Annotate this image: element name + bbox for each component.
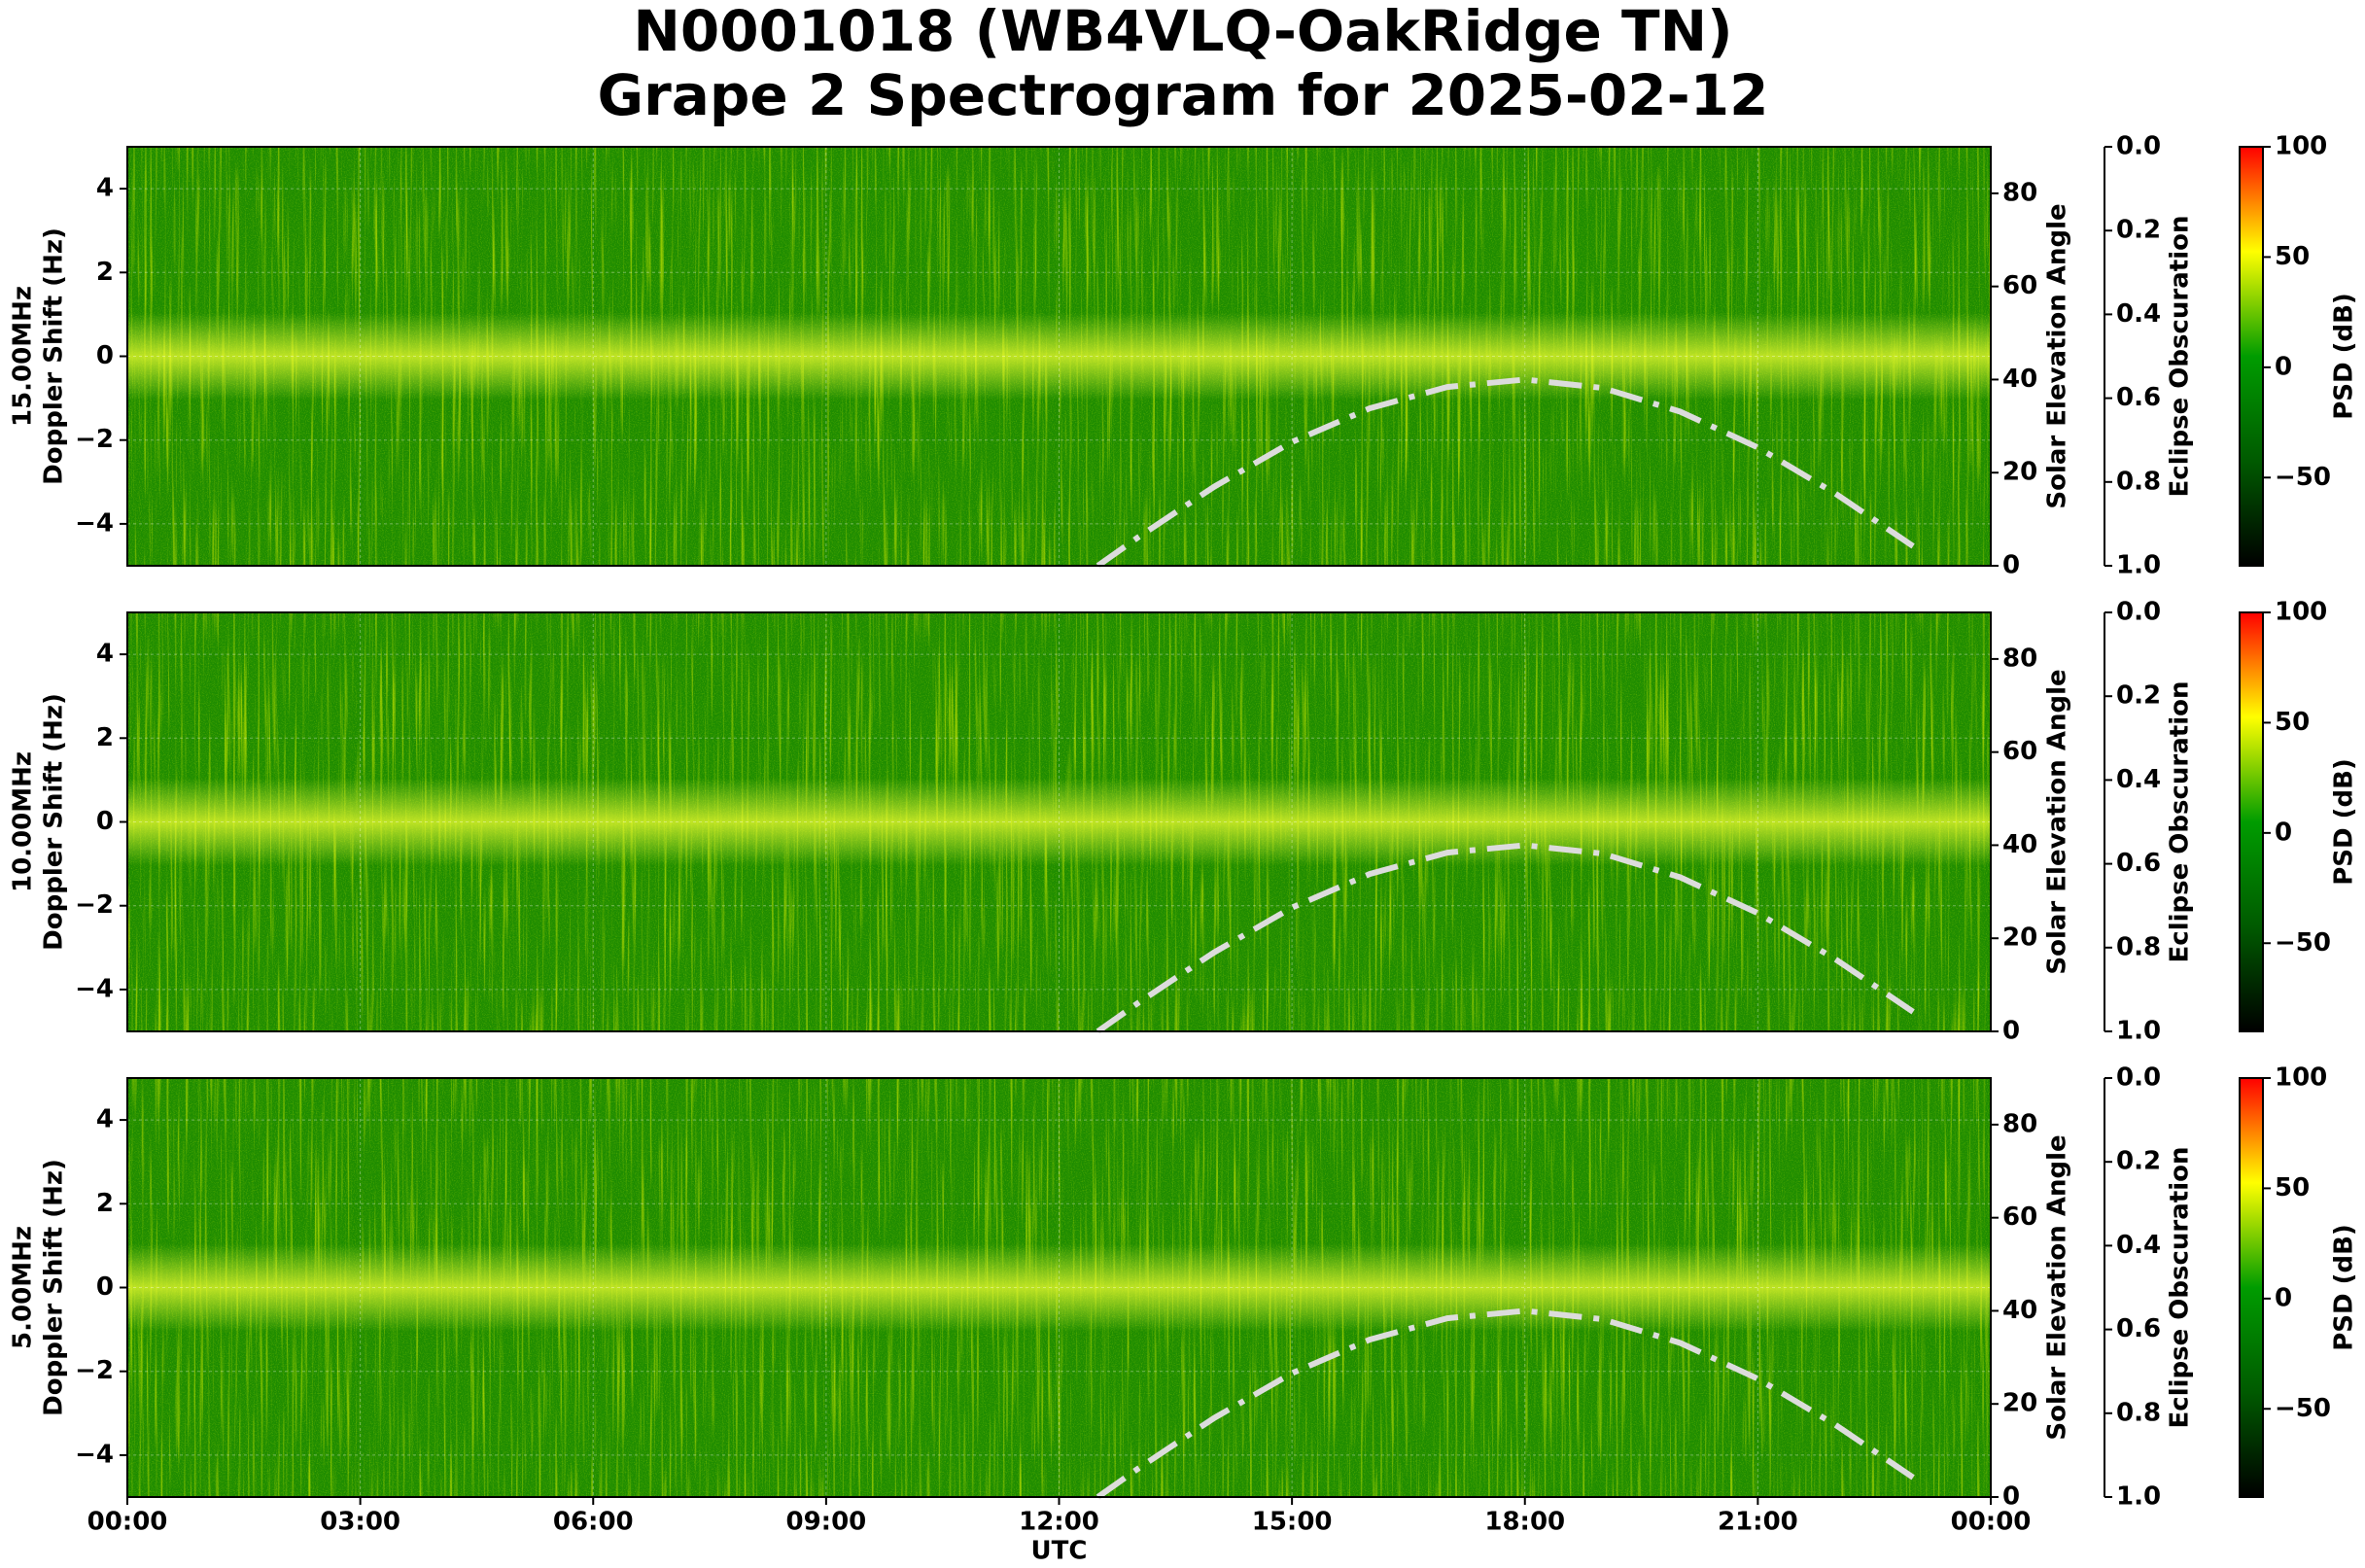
y2-tick-label: 60	[2002, 271, 2037, 300]
x-axis-label: UTC	[1031, 1537, 1088, 1566]
y-tick-label: −2	[75, 1356, 114, 1385]
y2-tick-label: 80	[2002, 644, 2037, 673]
y2-tick-label: 0	[2002, 1482, 2020, 1512]
y-axis-label: 10.00MHz	[9, 751, 38, 892]
y2-tick-label: 40	[2002, 1296, 2037, 1325]
y3-tick-label: 1.0	[2116, 1482, 2161, 1512]
y3-tick-label: 0.0	[2116, 1063, 2161, 1093]
y-tick-label: −2	[75, 425, 114, 454]
y-tick-label: 0	[96, 1272, 114, 1302]
x-tick-label: 09:00	[785, 1508, 866, 1537]
y3-tick-label: 0.6	[2116, 849, 2161, 878]
y-axis-label: 15.00MHz	[9, 286, 38, 427]
y2-tick-label: 60	[2002, 737, 2037, 766]
y-tick-label: 0	[96, 807, 114, 836]
chart-title: N0001018 (WB4VLQ-OakRidge TN)	[633, 0, 1732, 64]
y-tick-label: 2	[96, 258, 114, 287]
y-tick-label: −2	[75, 890, 114, 920]
y3-tick-label: 0.4	[2116, 765, 2161, 794]
y3-tick-label: 0.8	[2116, 932, 2161, 961]
x-tick-label: 15:00	[1252, 1508, 1333, 1537]
colorbar-tick-label: 50	[2275, 708, 2310, 737]
chart-title: Grape 2 Spectrogram for 2025-02-12	[598, 62, 1769, 128]
y-tick-label: 0	[96, 341, 114, 370]
y-axis-label: Doppler Shift (Hz)	[40, 1159, 69, 1416]
y2-axis-label: Solar Elevation Angle	[2043, 669, 2072, 974]
x-tick-label: 12:00	[1019, 1508, 1099, 1537]
y-tick-label: −4	[75, 974, 114, 1003]
y3-axis-label: Eclipse Obscuration	[2166, 216, 2195, 498]
colorbar	[2240, 612, 2263, 1031]
y-axis-label: Doppler Shift (Hz)	[40, 693, 69, 951]
colorbar-tick-label: 0	[2275, 352, 2292, 381]
y2-tick-label: 0	[2002, 551, 2020, 580]
x-tick-label: 18:00	[1484, 1508, 1565, 1537]
colorbar-tick-label: −50	[2275, 463, 2331, 492]
y3-tick-label: 0.0	[2116, 132, 2161, 161]
y2-tick-label: 0	[2002, 1017, 2020, 1046]
colorbar-tick-label: 100	[2275, 1063, 2327, 1093]
y3-axis-label: Eclipse Obscuration	[2166, 681, 2195, 963]
y2-tick-label: 20	[2002, 1389, 2037, 1418]
y-tick-label: 4	[96, 174, 114, 203]
colorbar-tick-label: 50	[2275, 242, 2310, 271]
colorbar	[2240, 1078, 2263, 1497]
y3-tick-label: 0.2	[2116, 681, 2161, 711]
y2-tick-label: 80	[2002, 178, 2037, 207]
colorbar-label: PSD (dB)	[2330, 758, 2359, 886]
y3-tick-label: 0.8	[2116, 467, 2161, 496]
y-tick-label: −4	[75, 508, 114, 538]
y-tick-label: −4	[75, 1440, 114, 1469]
colorbar-tick-label: 50	[2275, 1173, 2310, 1202]
x-tick-label: 00:00	[1951, 1508, 2032, 1537]
y3-axis-label: Eclipse Obscuration	[2166, 1147, 2195, 1429]
colorbar-tick-label: −50	[2275, 1394, 2331, 1423]
y3-tick-label: 0.6	[2116, 383, 2161, 412]
colorbar-frame	[2239, 611, 2264, 1032]
solar-elevation-line	[1096, 376, 1915, 569]
colorbar-frame	[2239, 146, 2264, 567]
colorbar	[2240, 147, 2263, 566]
y-tick-label: 4	[96, 640, 114, 669]
y-axis-label: Doppler Shift (Hz)	[40, 227, 69, 485]
y3-tick-label: 1.0	[2116, 551, 2161, 580]
colorbar-tick-label: −50	[2275, 928, 2331, 958]
y2-axis-label: Solar Elevation Angle	[2043, 203, 2072, 508]
x-tick-label: 21:00	[1718, 1508, 1798, 1537]
colorbar-label: PSD (dB)	[2330, 293, 2359, 420]
y3-tick-label: 0.4	[2116, 299, 2161, 329]
y3-tick-label: 0.2	[2116, 216, 2161, 245]
solar-elevation-line	[1096, 1307, 1915, 1500]
y-tick-label: 2	[96, 1189, 114, 1218]
y2-tick-label: 40	[2002, 830, 2037, 859]
x-tick-label: 03:00	[320, 1508, 400, 1537]
y3-tick-label: 1.0	[2116, 1017, 2161, 1046]
solar-elevation-line	[1096, 842, 1915, 1034]
colorbar-tick-label: 0	[2275, 818, 2292, 847]
y3-tick-label: 0.0	[2116, 598, 2161, 627]
y3-tick-label: 0.4	[2116, 1231, 2161, 1260]
y3-tick-label: 0.6	[2116, 1314, 2161, 1343]
colorbar-label: PSD (dB)	[2330, 1224, 2359, 1351]
y2-axis-label: Solar Elevation Angle	[2043, 1134, 2072, 1440]
x-tick-label: 06:00	[553, 1508, 634, 1537]
colorbar-tick-label: 100	[2275, 132, 2327, 161]
y-tick-label: 2	[96, 723, 114, 752]
colorbar-tick-label: 0	[2275, 1283, 2292, 1312]
y3-tick-label: 0.8	[2116, 1398, 2161, 1427]
y3-tick-label: 0.2	[2116, 1147, 2161, 1176]
y-tick-label: 4	[96, 1105, 114, 1134]
y-axis-label: 5.00MHz	[9, 1226, 38, 1349]
y2-tick-label: 20	[2002, 458, 2037, 487]
y2-tick-label: 40	[2002, 365, 2037, 394]
x-tick-label: 00:00	[87, 1508, 168, 1537]
y2-tick-label: 80	[2002, 1109, 2037, 1138]
y2-tick-label: 20	[2002, 923, 2037, 953]
y2-tick-label: 60	[2002, 1202, 2037, 1232]
colorbar-tick-label: 100	[2275, 598, 2327, 627]
colorbar-frame	[2239, 1077, 2264, 1498]
